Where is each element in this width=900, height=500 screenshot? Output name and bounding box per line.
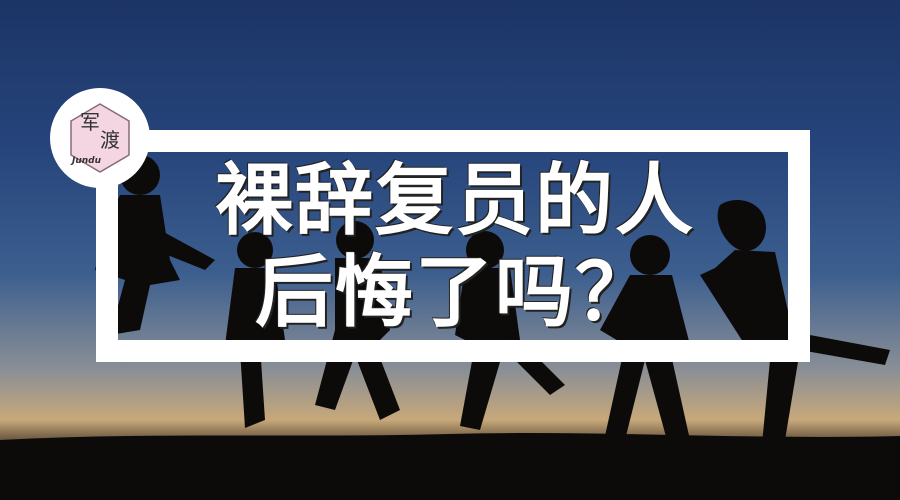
headline: 裸辞复员的人 后悔了吗？ <box>120 155 790 339</box>
hexagon-icon <box>70 103 130 173</box>
headline-frame <box>96 130 810 362</box>
logo-subtitle: Jundu <box>72 156 102 166</box>
headline-line-2: 后悔了吗？ <box>254 248 655 338</box>
logo-char-2: 渡 <box>100 128 120 152</box>
logo-char-1: 军 <box>80 110 100 134</box>
jundu-logo: 军 渡 Jundu <box>50 88 150 188</box>
headline-line-1: 裸辞复员的人 <box>214 156 695 246</box>
